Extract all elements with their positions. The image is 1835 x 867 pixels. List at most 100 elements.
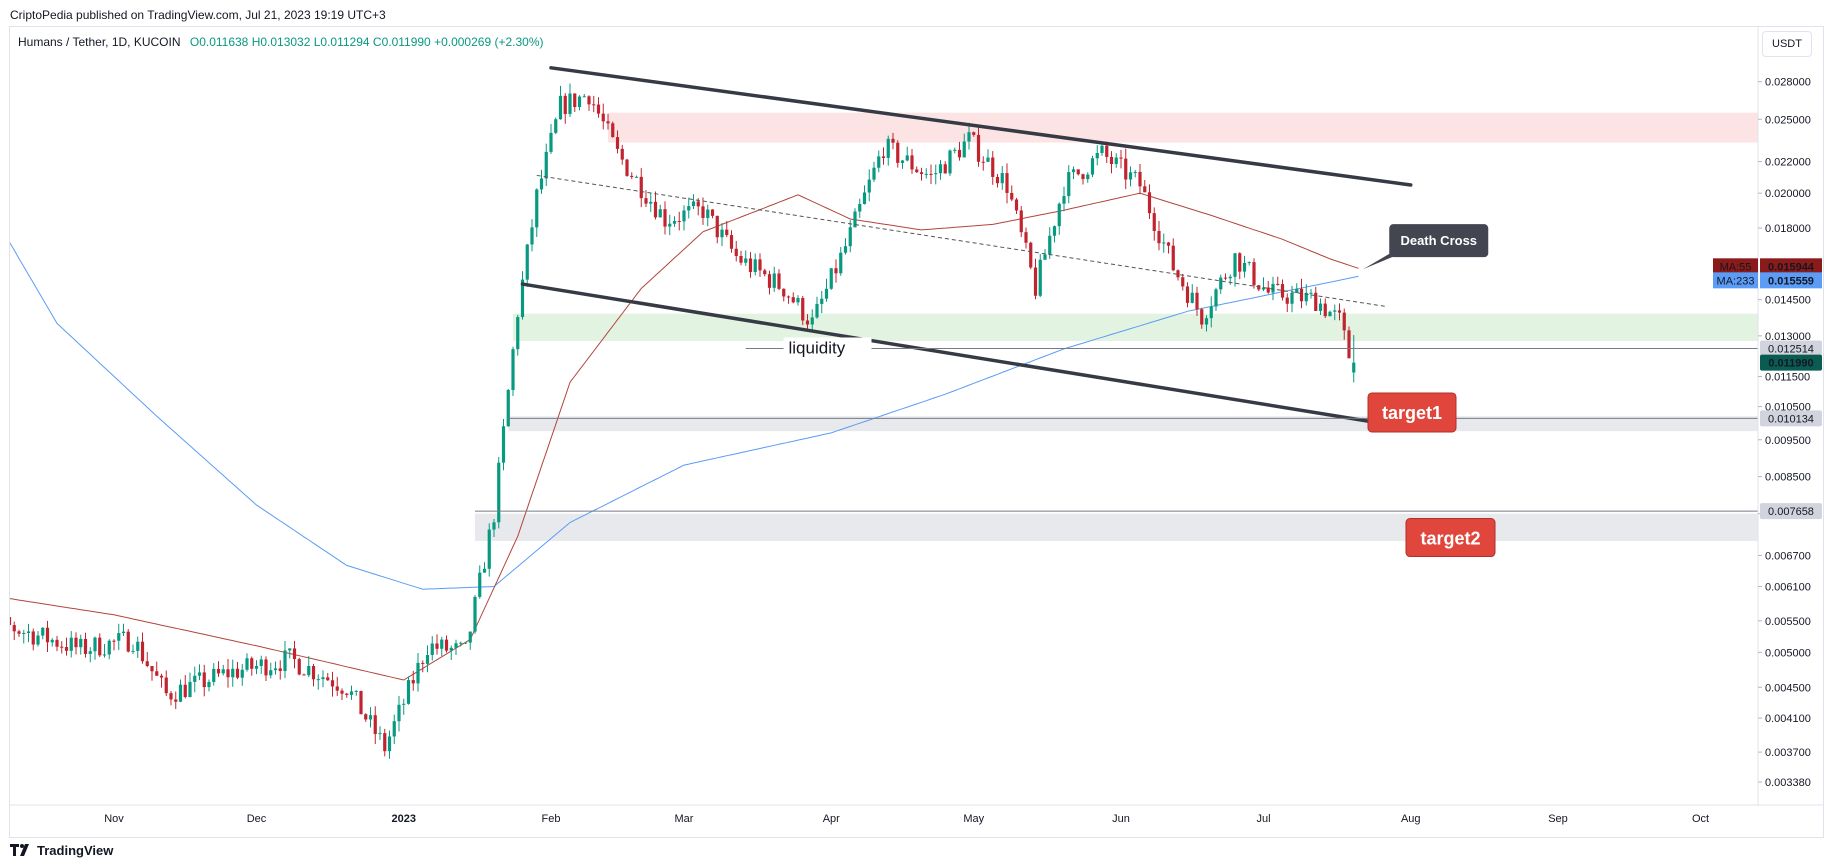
candle-body: [753, 259, 757, 273]
candles: [3, 83, 1356, 759]
candle-body: [50, 639, 54, 643]
candle-body: [634, 176, 639, 178]
candle-body: [1105, 145, 1109, 157]
y-tick-label: 0.003380: [1765, 777, 1811, 789]
candle-body: [335, 686, 339, 691]
ma-tag-name-bg: [1713, 272, 1758, 289]
candle-body: [1147, 192, 1152, 214]
candle-body: [1337, 310, 1342, 313]
candle-body: [1052, 226, 1057, 236]
candle-body: [943, 164, 947, 174]
candle-body: [478, 572, 482, 597]
candle-body: [212, 668, 216, 682]
candle-body: [202, 672, 206, 688]
candle-body: [22, 632, 26, 634]
x-tick-label: May: [963, 813, 984, 825]
candle-body: [1029, 242, 1033, 268]
candle-body: [164, 677, 168, 694]
candle-body: [264, 659, 268, 676]
candle-body: [649, 201, 653, 204]
candle-body: [715, 215, 719, 238]
candle-body: [1328, 311, 1332, 317]
candle-body: [1323, 303, 1327, 317]
candle-body: [763, 270, 767, 275]
candle-body: [378, 733, 382, 735]
candle-body: [183, 684, 187, 698]
candle-body: [530, 227, 534, 245]
candle-body: [1100, 145, 1104, 153]
y-tick-label: 0.008500: [1765, 472, 1811, 484]
candle-body: [815, 303, 819, 318]
candle-body: [17, 631, 21, 634]
candle-body: [155, 671, 159, 676]
candle-body: [725, 229, 729, 236]
death-cross-label: Death Cross: [1400, 233, 1477, 248]
candle-body: [326, 677, 330, 681]
candle-body: [497, 462, 501, 523]
candle-body: [672, 221, 677, 224]
candle-body: [620, 148, 624, 160]
target1-box: [1367, 392, 1457, 433]
candle-body: [435, 643, 439, 649]
candle-body: [64, 647, 69, 651]
candle-body: [240, 669, 244, 678]
candle-body: [463, 642, 468, 644]
price-tag: 0.011990: [1768, 358, 1813, 370]
candle-body: [896, 142, 900, 163]
candle-body: [834, 268, 838, 274]
candle-body: [506, 389, 510, 427]
candle-body: [1271, 283, 1275, 293]
candle-body: [330, 680, 335, 687]
candle-body: [682, 210, 686, 222]
candle-body: [1176, 270, 1180, 278]
symbol-label[interactable]: Humans / Tether, 1D, KUCOIN: [18, 35, 181, 49]
tradingview-logo[interactable]: TradingView: [10, 840, 113, 860]
candle-body: [919, 172, 924, 175]
candle-body: [520, 279, 525, 318]
candle-body: [1090, 158, 1095, 175]
y-tick-label: 0.006100: [1765, 581, 1811, 593]
candle-body: [929, 173, 933, 175]
candle-body: [83, 638, 88, 654]
candle-body: [948, 150, 952, 174]
candle-body: [1000, 173, 1004, 184]
candle-body: [1333, 310, 1337, 312]
candle-body: [321, 677, 325, 680]
candle-body: [701, 206, 705, 218]
candle-body: [891, 138, 895, 143]
candle-body: [995, 176, 1000, 184]
ma55-line: [10, 192, 1359, 681]
candle-body: [459, 642, 463, 644]
y-tick-label: 0.022000: [1765, 157, 1811, 169]
candle-body: [1133, 171, 1137, 173]
candle-body: [905, 155, 909, 161]
candle-body: [1352, 362, 1356, 373]
candle-body: [1057, 203, 1061, 227]
candle-body: [767, 274, 772, 288]
candle-body: [862, 192, 867, 205]
target2-box: [1405, 518, 1496, 558]
candle-body: [1252, 262, 1256, 286]
candle-body: [1242, 262, 1247, 272]
candle-body: [364, 714, 368, 720]
candle-body: [1238, 253, 1242, 272]
drawings: liquidity Death Cross target1 target2: [475, 66, 1758, 558]
candle-body: [159, 675, 164, 678]
candle-body: [93, 637, 97, 652]
price-tag: 0.010134: [1768, 413, 1814, 425]
candle-body: [269, 670, 273, 676]
candle-body: [98, 637, 102, 656]
candle-body: [278, 668, 282, 672]
candle-body: [3, 617, 6, 620]
currency-button[interactable]: USDT: [1762, 31, 1812, 57]
candle-body: [1128, 172, 1133, 180]
tradingview-brand: TradingView: [37, 842, 114, 858]
candle-body: [131, 650, 135, 652]
candle-body: [957, 149, 962, 158]
candle-body: [535, 189, 539, 228]
candle-body: [1219, 277, 1223, 290]
candle-body: [1076, 169, 1080, 175]
candle-body: [582, 96, 586, 98]
candle-body: [26, 631, 31, 633]
